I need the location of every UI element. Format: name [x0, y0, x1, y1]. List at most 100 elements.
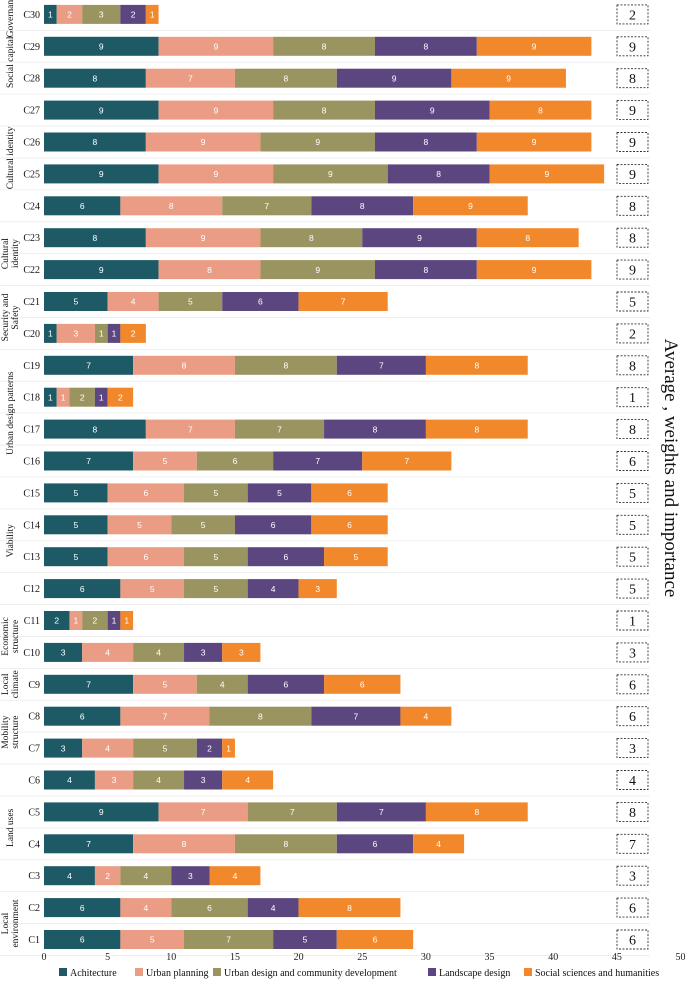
average-boxes: 6 6 3 7 8 4 3 6 6 3 1 5 5 5 5 6 8 1 8 2 5 9 8 8 9 9 9 8 9 2	[616, 4, 649, 950]
bar-segment	[298, 898, 401, 918]
bar-segment	[44, 642, 83, 662]
group-label: climate	[11, 670, 21, 698]
average-value: 1	[629, 391, 636, 406]
bar-segment	[94, 770, 134, 790]
segment-value-label: 9	[532, 137, 537, 147]
bar-segment	[184, 579, 248, 599]
segment-value-label: 9	[99, 169, 104, 179]
segment-value-label: 9	[506, 73, 511, 83]
average-value: 6	[629, 934, 636, 949]
bar-segment	[184, 483, 248, 503]
bar-segment	[374, 100, 490, 120]
segment-value-label: 9	[417, 233, 422, 243]
bar-segment	[324, 674, 401, 694]
average-box	[616, 706, 649, 727]
bar-segment	[44, 930, 121, 949]
segment-value-label: 5	[163, 456, 168, 466]
average-box	[616, 482, 649, 503]
segment-value-label: 8	[182, 361, 187, 371]
bar-segment	[44, 738, 83, 758]
bar-segment	[362, 228, 477, 248]
bar-segment	[56, 323, 95, 343]
segment-value-label: 4	[67, 871, 72, 881]
segment-value-label: 8	[93, 137, 98, 147]
bar-segment	[273, 100, 375, 120]
segment-value-label: 2	[54, 616, 59, 626]
group-label: Social capital	[6, 36, 16, 88]
segment-value-label: 8	[436, 169, 441, 179]
average-box	[616, 4, 649, 25]
legend-entry: Urban design and community development	[224, 968, 397, 979]
segment-value-label: 9	[213, 42, 218, 52]
segment-value-label: 9	[213, 105, 218, 115]
segment-value-label: 7	[86, 680, 91, 690]
category-label: C28	[23, 74, 40, 85]
segment-value-label: 5	[163, 743, 168, 753]
x-axis: 0 5 10 15 20 25 30 35 40 45 50	[42, 952, 685, 963]
x-tick-label: 40	[548, 952, 558, 963]
bar-segment	[476, 132, 592, 152]
segment-value-label: 8	[258, 711, 263, 721]
bar-segment	[324, 547, 388, 567]
bar-segment	[44, 196, 121, 216]
segment-value-label: 6	[347, 488, 352, 498]
bar-segment	[184, 642, 223, 662]
segment-value-label: 1	[112, 616, 117, 626]
segment-value-label: 5	[73, 297, 78, 307]
x-tick-label: 35	[485, 952, 495, 963]
average-value: 9	[629, 264, 636, 279]
bar-segment	[94, 866, 121, 886]
x-tick-label: 25	[357, 952, 367, 963]
average-box	[616, 68, 649, 89]
bar-segment	[184, 770, 223, 790]
average-box	[616, 770, 649, 790]
segment-value-label: 7	[226, 935, 231, 945]
bar-segment	[107, 611, 121, 630]
segment-value-label: 5	[73, 520, 78, 530]
bar-segment	[44, 802, 159, 822]
group-label: environment	[11, 899, 21, 947]
bar-segment	[247, 898, 299, 918]
category-label: C24	[23, 201, 40, 212]
category-label: C15	[23, 488, 40, 499]
group-label: Urban design patterns	[6, 371, 16, 455]
average-box	[616, 801, 649, 822]
x-tick-label: 0	[42, 952, 47, 963]
average-box	[616, 387, 649, 408]
legend-swatch	[524, 968, 532, 976]
bar-segment	[69, 611, 83, 630]
bar-segment	[107, 515, 172, 535]
bar-segment	[94, 323, 108, 343]
average-box	[616, 163, 649, 184]
bar-segment	[400, 706, 452, 726]
segment-value-label: 6	[143, 488, 148, 498]
bar-segment	[234, 515, 312, 535]
segment-value-label: 4	[105, 648, 110, 658]
average-value: 6	[629, 455, 636, 470]
bar-segment	[425, 355, 528, 375]
bar-segment	[196, 451, 274, 471]
segment-value-label: 4	[143, 903, 148, 913]
segment-value-label: 9	[99, 105, 104, 115]
segment-value-label: 7	[163, 711, 168, 721]
segment-value-label: 2	[131, 329, 136, 339]
segment-value-label: 8	[322, 42, 327, 52]
bar-segment	[273, 930, 337, 949]
average-value: 7	[629, 838, 636, 853]
segment-value-label: 9	[544, 169, 549, 179]
segment-value-label: 9	[392, 73, 397, 83]
segment-value-label: 7	[201, 807, 206, 817]
bar-segment	[234, 355, 337, 375]
x-tick-label: 15	[230, 952, 240, 963]
segment-value-label: 6	[80, 711, 85, 721]
segment-value-label: 5	[213, 488, 218, 498]
bar-segment	[273, 36, 375, 56]
bar-segment	[145, 68, 235, 88]
segment-value-label: 8	[347, 903, 352, 913]
average-box	[616, 100, 649, 121]
bar-segment	[298, 292, 388, 311]
average-value: 9	[629, 104, 636, 119]
bar-segment	[336, 355, 426, 375]
